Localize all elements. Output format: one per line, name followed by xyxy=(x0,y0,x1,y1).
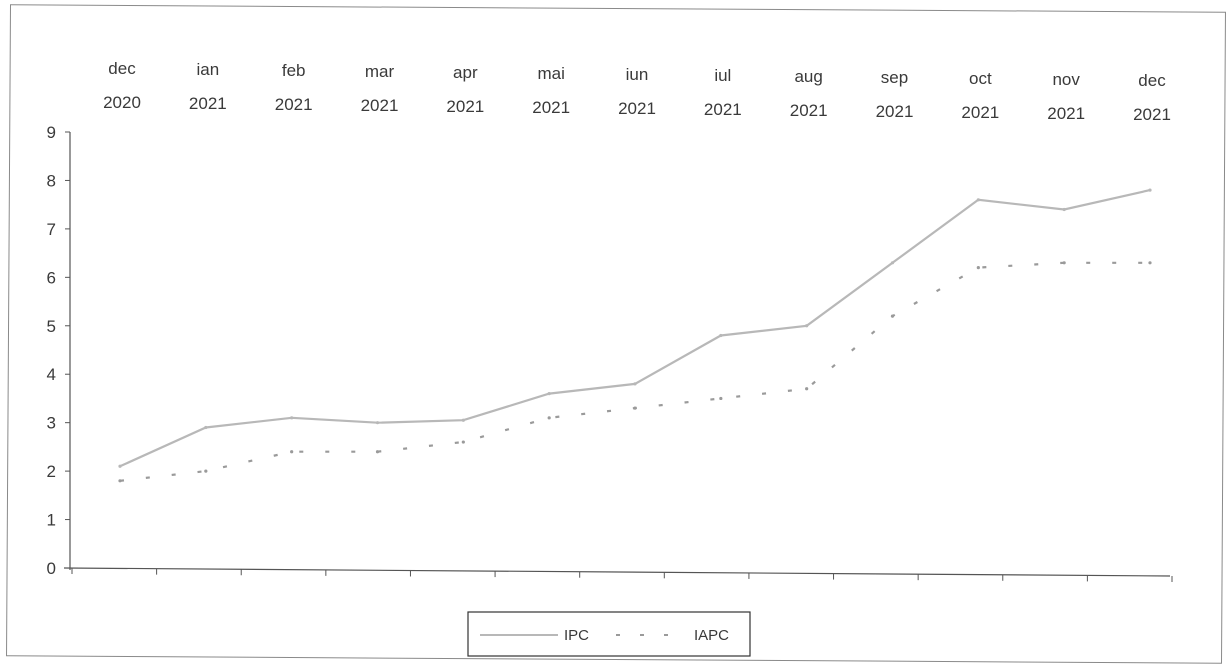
legend: IPC IAPC xyxy=(467,611,751,657)
x-tick-label-month: oct xyxy=(969,69,992,88)
x-tick-label-year: 2021 xyxy=(446,97,484,116)
series-line-ipc xyxy=(119,189,1151,468)
data-point-iapc xyxy=(118,479,122,483)
x-tick-label-month: sep xyxy=(881,68,908,87)
x-tick-label-month: iun xyxy=(626,65,649,84)
data-point-ipc xyxy=(118,464,122,468)
x-tick-label-year: 2021 xyxy=(961,103,999,122)
y-tick-label: 2 xyxy=(47,462,56,481)
y-tick-label: 6 xyxy=(47,268,56,287)
x-tick-label-month: feb xyxy=(282,61,306,80)
x-tick-label-year: 2021 xyxy=(1133,105,1171,124)
data-point-iapc xyxy=(1062,261,1066,265)
x-tick-label-month: iul xyxy=(714,66,731,85)
data-point-ipc xyxy=(1148,188,1152,192)
y-tick-label: 0 xyxy=(47,559,56,578)
data-point-iapc xyxy=(890,314,895,318)
y-tick-label: 1 xyxy=(47,511,56,530)
x-tick-label-year: 2021 xyxy=(790,101,828,120)
data-point-iapc xyxy=(375,450,380,454)
y-tick-label: 5 xyxy=(47,317,56,336)
x-tick-label-month: ian xyxy=(196,60,219,79)
data-point-iapc xyxy=(976,266,980,270)
x-tick-label-year: 2021 xyxy=(1047,104,1085,123)
data-point-ipc xyxy=(976,198,980,202)
x-tick-label-year: 2021 xyxy=(361,96,399,115)
y-tick-label: 9 xyxy=(47,123,56,142)
x-tick-label-year: 2021 xyxy=(275,95,313,114)
data-point-ipc xyxy=(890,261,895,265)
y-tick-label: 4 xyxy=(47,365,56,384)
data-point-ipc xyxy=(375,421,380,425)
x-tick-label-year: 2021 xyxy=(189,94,227,113)
x-axis-line xyxy=(63,567,1171,577)
y-tick-labels: 0 1 2 3 4 5 6 7 8 9 xyxy=(47,123,56,578)
data-point-ipc xyxy=(290,416,294,420)
data-point-ipc xyxy=(719,333,723,338)
y-tick-label: 7 xyxy=(47,220,56,239)
x-tick-labels: dec 2020 ian 2021 feb 2021 mar 2021 apr 2021 mai 20… xyxy=(103,59,1171,124)
legend-label-iapc: IAPC xyxy=(694,627,729,644)
x-tick-label-month: nov xyxy=(1052,70,1080,89)
x-tick-label-month: dec xyxy=(108,59,136,78)
y-tick-label: 3 xyxy=(47,414,56,433)
data-point-iapc xyxy=(547,416,551,420)
series-lines xyxy=(118,188,1152,483)
y-tick-label: 8 xyxy=(47,171,56,190)
x-tick-label-year: 2021 xyxy=(532,98,570,117)
data-point-iapc xyxy=(204,469,208,473)
x-tick-label-month: apr xyxy=(453,63,478,82)
series-line-iapc xyxy=(119,261,1150,482)
legend-label-ipc: IPC xyxy=(564,627,589,644)
x-tick-label-month: mar xyxy=(365,62,395,81)
x-tick-label-year: 2021 xyxy=(704,100,742,119)
data-point-iapc xyxy=(805,387,809,391)
x-tick-label-month: dec xyxy=(1138,71,1166,90)
data-point-ipc xyxy=(1062,207,1066,212)
data-point-iapc xyxy=(290,450,294,454)
chart-axes xyxy=(63,131,1173,583)
data-point-ipc xyxy=(633,382,637,386)
data-point-ipc xyxy=(805,324,809,328)
data-point-ipc xyxy=(547,392,551,396)
x-tick-label-month: mai xyxy=(537,64,564,83)
x-tick-label-year: 2021 xyxy=(618,99,656,118)
data-point-iapc xyxy=(461,440,465,444)
data-point-iapc xyxy=(633,406,637,410)
x-tick-label-year: 2020 xyxy=(103,93,141,112)
data-point-iapc xyxy=(719,396,723,401)
data-point-iapc xyxy=(1148,261,1152,265)
data-point-ipc xyxy=(461,418,465,422)
data-point-ipc xyxy=(204,425,208,430)
x-tick-label-month: aug xyxy=(794,67,822,86)
x-tick-label-year: 2021 xyxy=(876,102,914,121)
